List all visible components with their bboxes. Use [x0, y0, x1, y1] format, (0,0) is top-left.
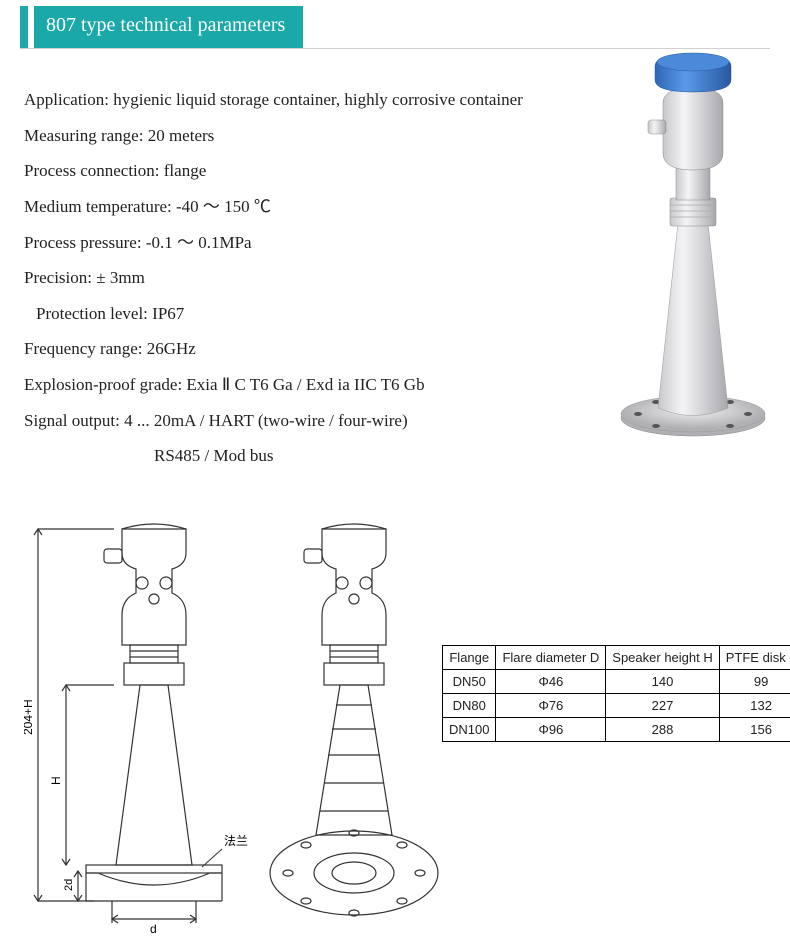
table-cell: DN100	[443, 718, 496, 742]
spec-text: Signal output	[24, 411, 115, 430]
spec-text: Precision	[24, 268, 87, 287]
diagram-side-view: 204+H H 2d d 法兰	[24, 505, 274, 935]
spec-text: Measuring range	[24, 126, 139, 145]
flange-callout: 法兰	[224, 834, 248, 848]
spec-row: Process pressure: -0.1 ～ 0.1MPa	[24, 231, 766, 256]
table-cell: 140	[606, 670, 719, 694]
table-header: Speaker height H	[606, 646, 719, 670]
table-cell: 288	[606, 718, 719, 742]
spec-text: Exia Ⅱ C T6 Ga / Exd ia IIC T6 Gb	[186, 375, 424, 394]
table-row: DN50 Φ46 140 99	[443, 670, 790, 694]
spec-text: RS485 / Mod bus	[154, 446, 274, 465]
spec-text: Explosion-proof grade	[24, 375, 177, 394]
table-row: DN80 Φ76 227 132	[443, 694, 790, 718]
spec-text: Frequency range	[24, 339, 138, 358]
table-cell: 227	[606, 694, 719, 718]
spec-text: Process connection	[24, 161, 155, 180]
table-cell: Φ76	[496, 694, 606, 718]
table-header: PTFE disk d	[719, 646, 790, 670]
spec-row: Process connection: flange	[24, 159, 766, 184]
spec-text: 4 ... 20mA / HART (two-wire / four-wire)	[124, 411, 408, 430]
header-title: 807 type technical parameters	[34, 6, 303, 48]
spec-row: Measuring range: 20 meters	[24, 124, 766, 149]
spec-row: Protection level: IP67	[24, 302, 766, 327]
table-cell: 99	[719, 670, 790, 694]
table-cell: 156	[719, 718, 790, 742]
table-header: Flare diameter D	[496, 646, 606, 670]
table-header: Flange	[443, 646, 496, 670]
spec-row: Frequency range: 26GHz	[24, 337, 766, 362]
spec-list: Application: hygienic liquid storage con…	[24, 88, 766, 480]
table-cell: Φ96	[496, 718, 606, 742]
spec-row: Signal output: 4 ... 20mA / HART (two-wi…	[24, 409, 766, 434]
spec-row: Explosion-proof grade: Exia Ⅱ C T6 Ga / …	[24, 373, 766, 398]
table-cell: 132	[719, 694, 790, 718]
dim-label: H	[49, 776, 63, 785]
spec-text: IP67	[152, 304, 184, 323]
spec-text: 26GHz	[147, 339, 196, 358]
spec-text: Protection level	[36, 304, 143, 323]
spec-text: hygienic liquid storage container, highl…	[113, 90, 523, 109]
dim-label: 2d	[63, 879, 75, 891]
flange-dimension-table: Flange Flare diameter D Speaker height H…	[442, 645, 790, 742]
table-cell: DN80	[443, 694, 496, 718]
table-cell: DN50	[443, 670, 496, 694]
spec-row: Precision: ± 3mm	[24, 266, 766, 291]
header-bar: 807 type technical parameters	[20, 6, 790, 48]
spec-text: Medium temperature	[24, 197, 167, 216]
header-accent	[20, 6, 28, 48]
table-cell: Φ46	[496, 670, 606, 694]
dim-label: d	[150, 922, 157, 935]
diagram-front-view	[264, 505, 454, 935]
spec-text: flange	[164, 161, 206, 180]
diagram-area: 204+H H 2d d 法兰	[24, 505, 766, 941]
spec-row: RS485 / Mod bus	[24, 444, 766, 469]
spec-row: Medium temperature: -40 ～ 150 ℃	[24, 195, 766, 220]
spec-text: Process pressure	[24, 233, 137, 252]
table-row: DN100 Φ96 288 156	[443, 718, 790, 742]
spec-text: 20 meters	[148, 126, 215, 145]
spec-text: Application	[24, 90, 104, 109]
dim-label: 204+H	[24, 699, 35, 735]
spec-text: ± 3mm	[96, 268, 145, 287]
spec-text: -40 ～ 150 ℃	[176, 197, 271, 216]
spec-row: Application: hygienic liquid storage con…	[24, 88, 766, 113]
table-header-row: Flange Flare diameter D Speaker height H…	[443, 646, 790, 670]
spec-text: -0.1 ～ 0.1MPa	[146, 233, 252, 252]
